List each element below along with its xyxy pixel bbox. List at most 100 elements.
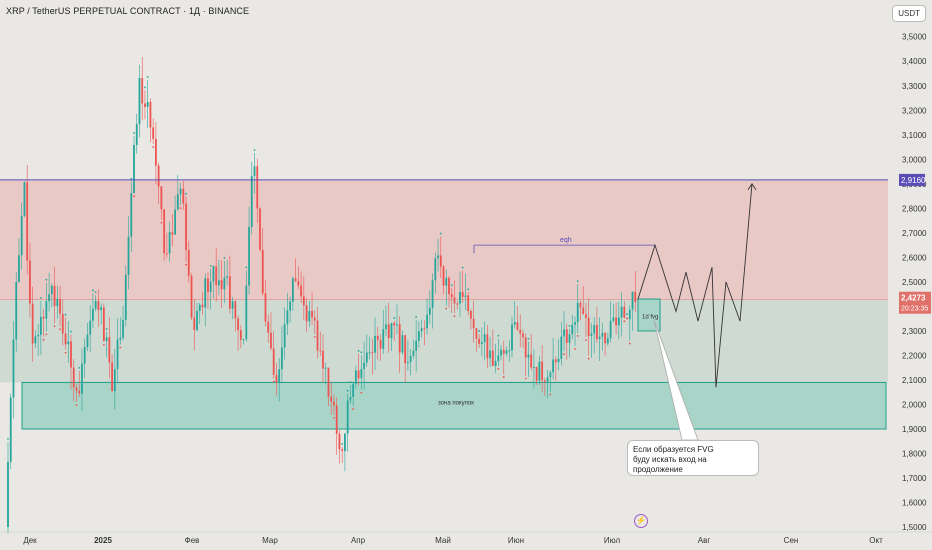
candle-body [620, 306, 623, 318]
candle-body [116, 339, 119, 370]
candle [472, 300, 475, 343]
candle [546, 370, 549, 398]
candle [228, 255, 231, 314]
candle [513, 301, 516, 329]
candle-body [119, 337, 122, 340]
candle-body [335, 405, 338, 434]
candle-body [442, 266, 445, 286]
candle [163, 208, 166, 261]
candle [242, 338, 245, 345]
candle [270, 312, 272, 351]
candle [527, 337, 530, 378]
projection-path [637, 183, 753, 388]
pivot-dot [549, 393, 552, 396]
pivot-dot [7, 437, 9, 440]
candle-body [174, 209, 176, 235]
candle [305, 298, 308, 333]
pivot-dot [333, 416, 335, 419]
candle [300, 271, 302, 303]
candle [319, 331, 322, 357]
candle-body [185, 203, 187, 250]
candle [420, 319, 423, 338]
candle-body [242, 339, 245, 341]
candle-body [491, 350, 494, 366]
pivot-dot [39, 297, 42, 299]
candle [83, 338, 86, 378]
candle-body [543, 380, 546, 382]
candle-body [412, 350, 415, 356]
candle [9, 393, 12, 470]
candle-body [508, 350, 511, 352]
candle-body [574, 322, 576, 325]
candle [385, 305, 387, 337]
candle-body [593, 325, 596, 334]
pivot-dot [585, 339, 587, 342]
candle [554, 356, 557, 382]
candle [522, 329, 524, 348]
candle-body [308, 310, 311, 322]
lightning-icon[interactable]: ⚡ [634, 514, 648, 528]
candle [338, 430, 341, 464]
pivot-dot [94, 291, 97, 294]
price-tick-label: 1,7000 [902, 474, 927, 483]
candle [23, 181, 26, 218]
candle [48, 272, 50, 312]
candle-body [374, 335, 376, 353]
candle [108, 317, 111, 379]
candle-body [483, 334, 486, 342]
time-tick-label: Мар [262, 536, 278, 545]
candle [248, 206, 250, 295]
candle-body [264, 293, 267, 322]
candle-body [565, 329, 568, 343]
candle [382, 309, 385, 354]
candle-body [113, 369, 116, 391]
candle-body [423, 328, 426, 330]
pivot-dot [349, 381, 352, 383]
candle [218, 259, 220, 296]
pivot-dot [439, 232, 442, 235]
buy-zone-label: зона покупок [438, 401, 474, 407]
candle [541, 344, 544, 393]
candle [505, 346, 508, 357]
candle [196, 302, 198, 332]
candle [376, 326, 379, 360]
candle [12, 320, 15, 419]
candle [565, 323, 568, 360]
candle [207, 272, 209, 309]
candle [289, 296, 292, 323]
candle-body [475, 327, 478, 339]
candle [141, 56, 144, 121]
candle [480, 327, 483, 357]
candle-body [256, 166, 259, 209]
candle [56, 285, 59, 319]
price-tick-label: 3,2000 [902, 106, 927, 115]
candle-body [311, 310, 313, 318]
pivot-dot [92, 289, 94, 292]
candle-body [86, 334, 89, 348]
candle [598, 317, 601, 362]
candle-body [226, 276, 229, 278]
candle [26, 165, 29, 275]
candle [478, 330, 481, 348]
price-tick-label: 3,4000 [902, 57, 927, 66]
candle [302, 276, 305, 320]
candle [574, 316, 576, 350]
candle [530, 334, 533, 371]
candle [100, 303, 103, 325]
candle [31, 286, 34, 362]
candle-body [557, 358, 560, 363]
pivot-dot [133, 195, 135, 198]
candle-body [111, 362, 113, 391]
candle [612, 303, 615, 323]
candle-body [579, 302, 582, 308]
candle-body [363, 362, 365, 370]
candle [467, 288, 470, 316]
candle-body [516, 322, 519, 330]
candle-body [563, 329, 565, 337]
time-tick-label: Июл [604, 536, 621, 545]
candle [45, 278, 48, 336]
pivot-dot [524, 377, 527, 380]
candle [138, 64, 141, 138]
currency-button[interactable]: USDT [892, 5, 926, 22]
